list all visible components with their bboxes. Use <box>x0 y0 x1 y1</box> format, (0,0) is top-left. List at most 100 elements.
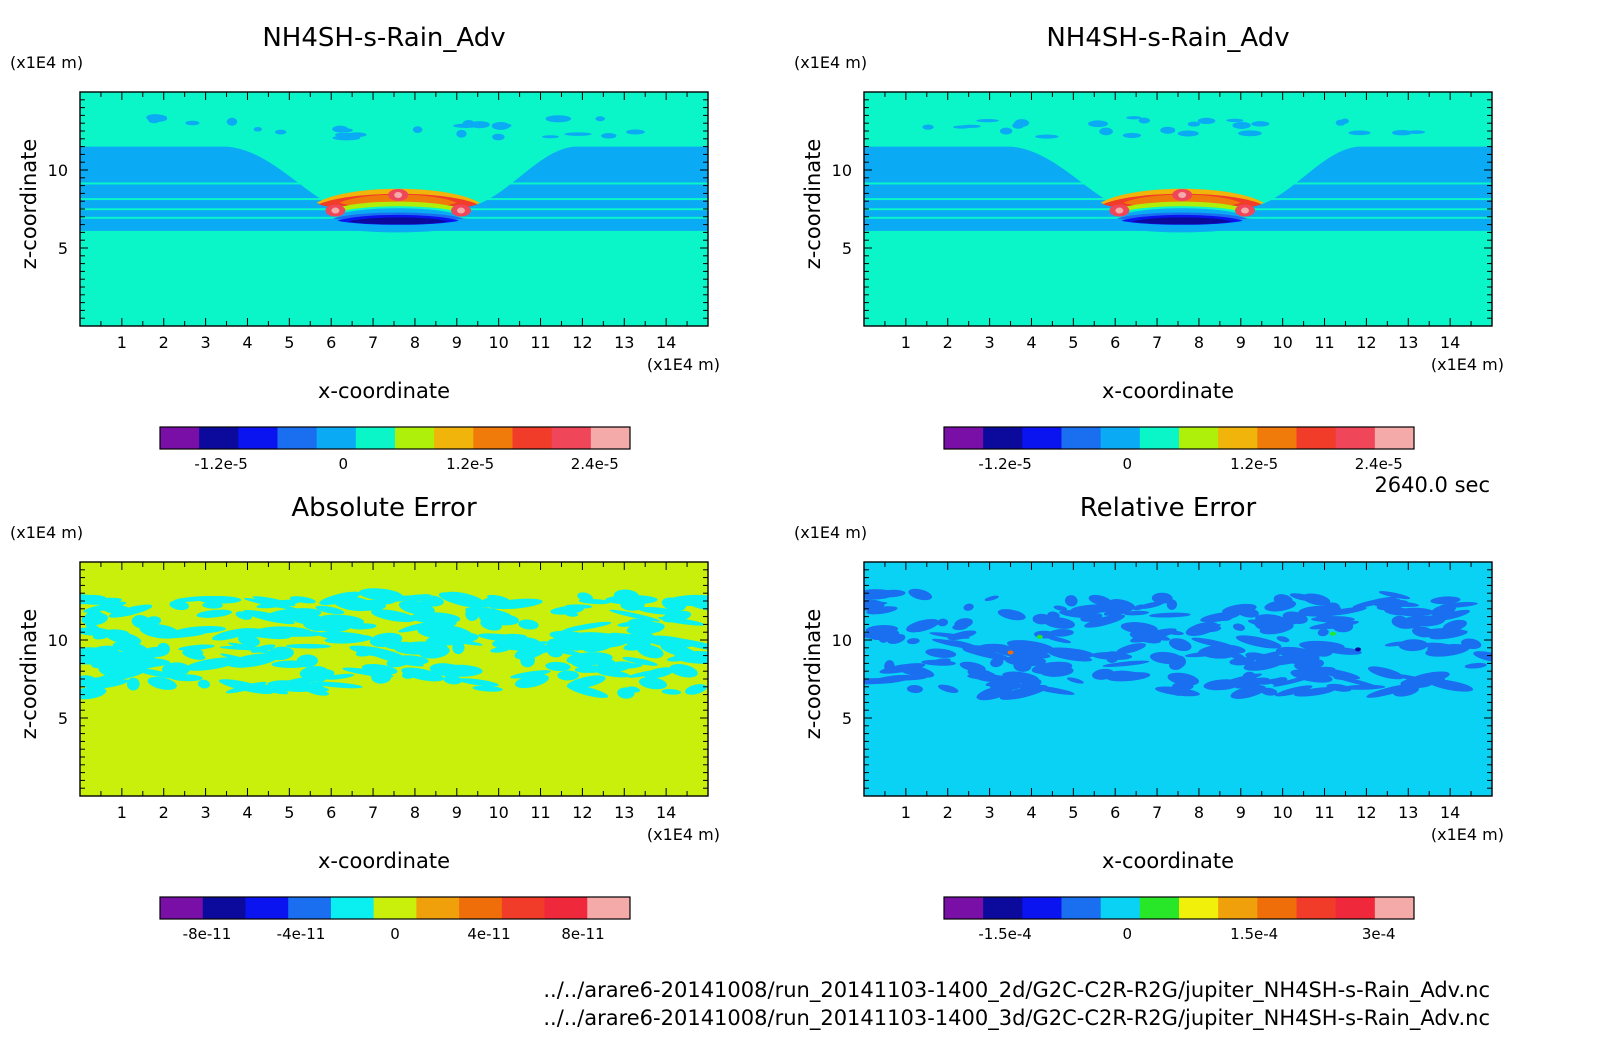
contour-noise <box>265 608 322 622</box>
colorbar-cell <box>473 427 513 449</box>
contour-speck <box>412 126 423 134</box>
colorbar-cell <box>373 897 417 919</box>
x-axis-label: x-coordinate <box>318 849 450 873</box>
file-path-2: ../../arare6-20141008/run_20141103-1400_… <box>543 1006 1490 1031</box>
contour-noise <box>1378 591 1411 600</box>
contour-noise <box>398 600 435 616</box>
colorbar-label: 0 <box>339 455 349 473</box>
contour-noise <box>108 604 153 618</box>
x-tick-label: 13 <box>1398 803 1418 822</box>
contour-noise <box>1464 662 1487 669</box>
contour-noise <box>510 670 551 679</box>
contour-noise <box>962 645 993 655</box>
colorbar-cell <box>160 427 200 449</box>
contour-noise <box>658 616 706 626</box>
contour-noise <box>984 595 999 601</box>
contour-speck <box>999 127 1013 135</box>
contour-noise <box>134 667 178 679</box>
x-tick-label: 11 <box>1314 333 1334 352</box>
contour-noise <box>1299 640 1345 651</box>
contour-noise <box>1032 613 1052 625</box>
colorbar-cell <box>512 427 553 449</box>
colorbar-cell <box>1100 897 1141 919</box>
contour-noise <box>866 606 898 615</box>
contour-noise <box>664 600 692 607</box>
contour-hotspot-core <box>1178 191 1187 198</box>
x-tick-label: 7 <box>1152 333 1162 352</box>
x-tick-label: 13 <box>1398 333 1418 352</box>
colorbar-cell <box>944 897 984 919</box>
x-tick-label: 14 <box>1440 803 1460 822</box>
contour-noise <box>80 651 101 665</box>
contour-noise <box>963 603 974 611</box>
contour-noise <box>202 602 223 609</box>
contour-speck <box>492 133 505 141</box>
contour-noise <box>87 679 129 690</box>
x-tick-label: 14 <box>1440 333 1460 352</box>
contour-noise <box>613 589 640 602</box>
contour-noise <box>1048 651 1093 662</box>
contour-noise <box>545 661 571 672</box>
colorbar-label: -8e-11 <box>183 925 232 943</box>
colorbar-cell <box>1296 897 1337 919</box>
x-tick-label: 9 <box>1236 803 1246 822</box>
contour-noise <box>1429 630 1468 640</box>
contour-noise <box>301 683 324 690</box>
x-tick-label: 8 <box>410 803 420 822</box>
contour-speck <box>626 129 645 135</box>
contour-noise <box>358 588 403 601</box>
y-unit-label: (x1E4 m) <box>794 523 867 542</box>
contour-noise <box>1259 622 1294 635</box>
contour-speck <box>185 120 200 126</box>
contour-noise <box>566 675 606 689</box>
x-tick-label: 10 <box>1272 333 1292 352</box>
contour-noise <box>565 604 593 609</box>
colorbar-cell <box>1022 897 1062 919</box>
contour-noise <box>1168 638 1192 652</box>
colorbar-cell <box>590 427 631 449</box>
contour-noise <box>485 597 521 609</box>
contour-noise <box>1290 669 1333 683</box>
contour-noise <box>438 592 483 608</box>
colorbar-cell <box>199 427 239 449</box>
contour-noise <box>896 664 935 678</box>
colorbar-cell <box>1022 427 1062 449</box>
contour-noise <box>1129 631 1162 644</box>
x-axis-label: x-coordinate <box>1102 379 1234 403</box>
contour-speck <box>1392 130 1413 136</box>
contour-noise <box>622 656 658 666</box>
x-tick-label: 11 <box>530 803 550 822</box>
contour-noise <box>990 657 1004 668</box>
x-tick-label: 10 <box>488 803 508 822</box>
colorbar-cell <box>983 897 1023 919</box>
contour-noise <box>139 623 180 639</box>
colorbar-label: 0 <box>390 925 400 943</box>
contour-speck <box>1138 117 1151 124</box>
colorbar-cell <box>1218 427 1258 449</box>
colorbar-cell <box>551 427 592 449</box>
contour-noise <box>1120 622 1158 634</box>
contour-hotspot-core <box>1240 207 1249 214</box>
chart-panel-1: 1 2 3 4 5 6 7 8 9 10 11 12 13 14510NH4SH-s-Rain_Adv(x… <box>10 23 720 473</box>
contour-noise <box>906 684 923 694</box>
contour-speck <box>340 128 353 133</box>
contour-speck <box>1160 126 1176 134</box>
contour-noise <box>235 611 252 620</box>
contour-noise <box>478 608 500 623</box>
contour-noise <box>661 689 682 695</box>
contour-noise <box>1440 601 1478 608</box>
contour-noise <box>398 621 435 633</box>
contour-noise <box>250 644 276 653</box>
colorbar-cell <box>416 897 460 919</box>
x-tick-label: 3 <box>985 803 995 822</box>
y-unit-label: (x1E4 m) <box>10 53 83 72</box>
contour-noise <box>112 641 147 654</box>
contour-noise <box>1046 635 1072 644</box>
contour-noise <box>674 651 708 664</box>
y-tick-label: 5 <box>842 239 852 258</box>
contour-noise <box>394 641 448 655</box>
y-tick-label: 5 <box>58 239 68 258</box>
contour-noise <box>1442 619 1467 632</box>
contour-dot <box>1329 631 1336 636</box>
x-tick-label: 9 <box>1236 333 1246 352</box>
